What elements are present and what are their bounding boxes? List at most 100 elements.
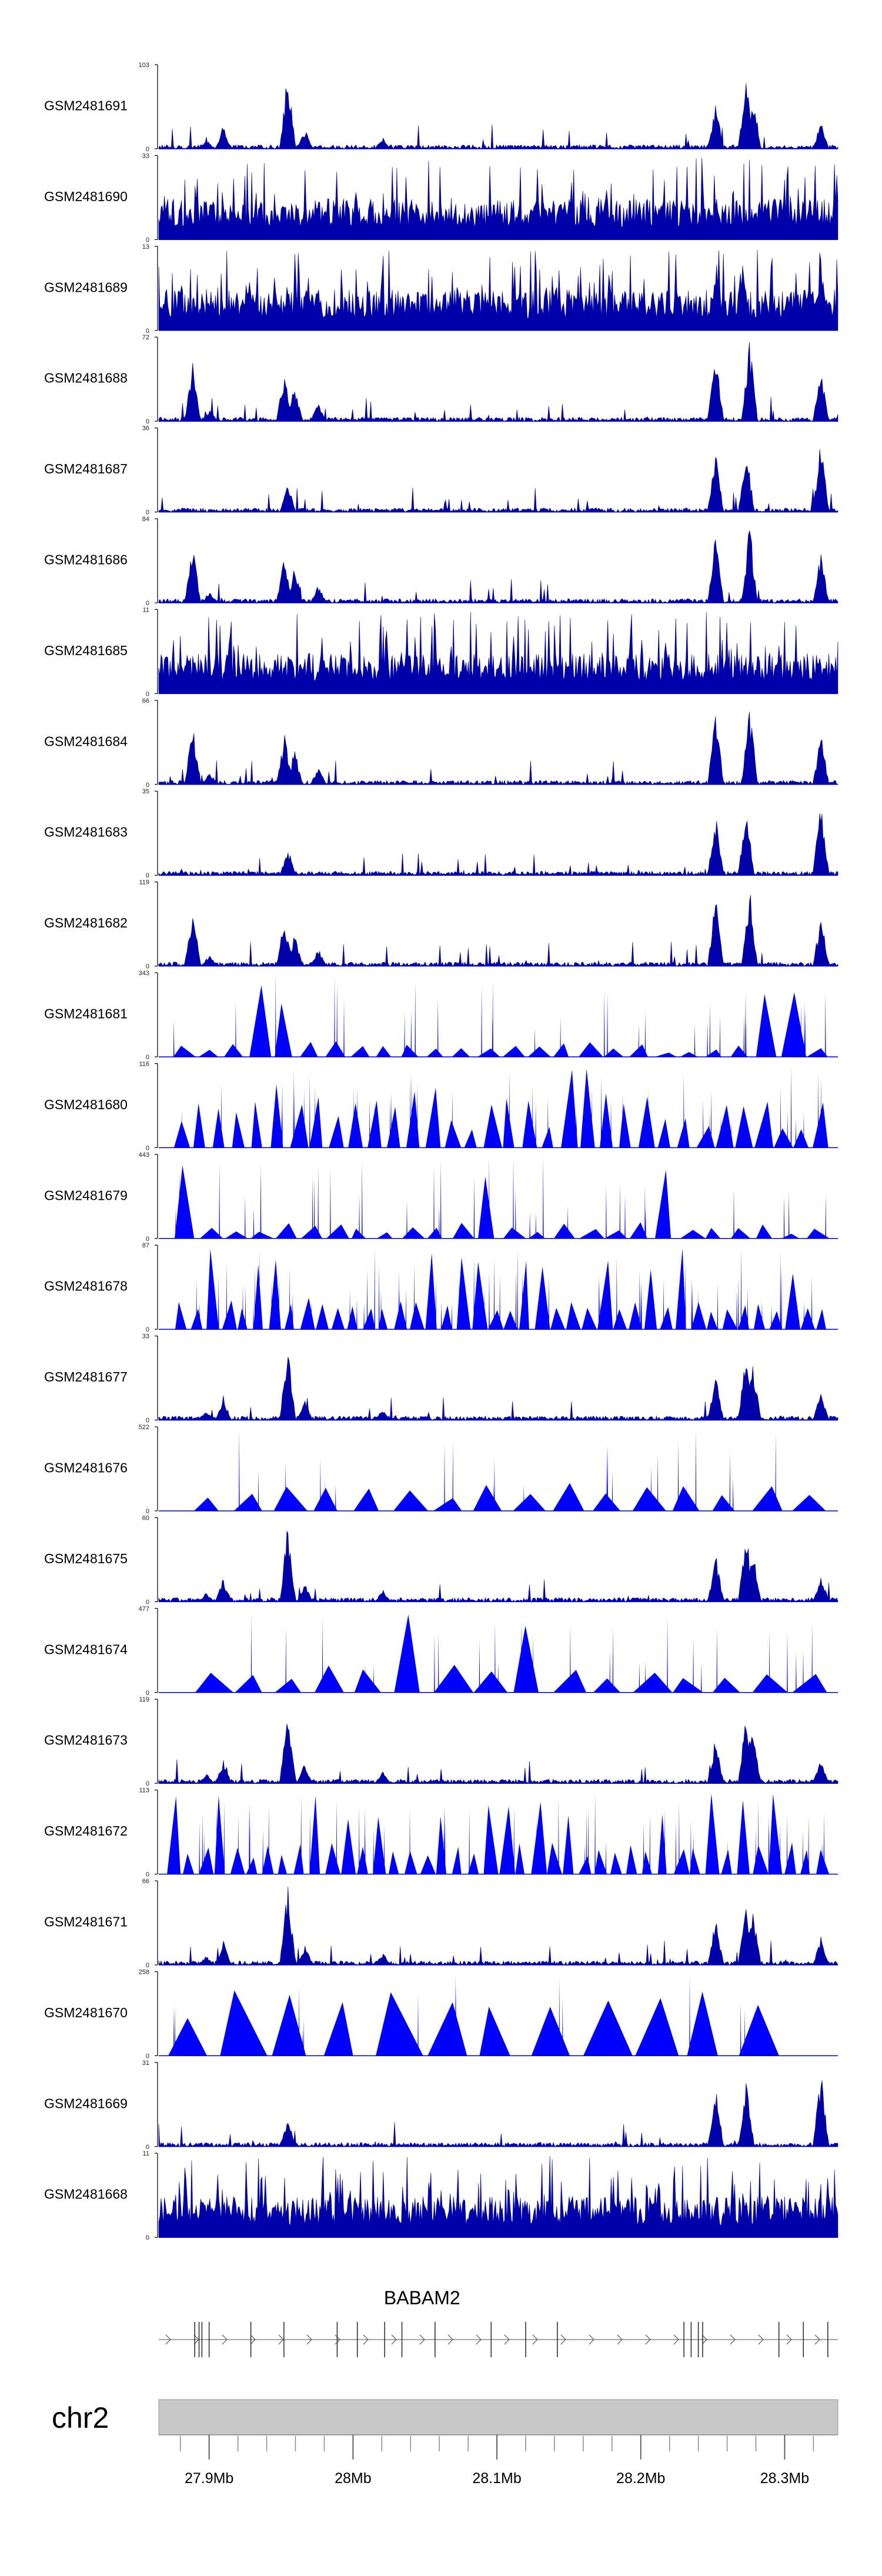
track-label: GSM2481682 bbox=[44, 915, 128, 930]
track-label: GSM2481680 bbox=[44, 1097, 128, 1112]
track-GSM2481688: GSM2481688 72 0 bbox=[44, 334, 838, 425]
y-max-label: 13 bbox=[142, 243, 149, 251]
y-min-label: 0 bbox=[146, 509, 149, 516]
y-min-label: 0 bbox=[146, 2144, 149, 2151]
track-label: GSM2481683 bbox=[44, 825, 128, 840]
coverage-area bbox=[173, 975, 828, 1057]
y-max-label: 87 bbox=[142, 1242, 149, 1249]
coverage-area bbox=[175, 1156, 830, 1239]
coverage-area bbox=[158, 530, 838, 604]
strand-arrow bbox=[278, 2334, 284, 2345]
y-min-label: 0 bbox=[146, 236, 149, 243]
y-max-label: 84 bbox=[142, 516, 149, 523]
track-GSM2481676: GSM2481676 522 0 bbox=[44, 1424, 838, 1515]
track-label: GSM2481689 bbox=[44, 279, 128, 295]
track-label: GSM2481674 bbox=[44, 1641, 128, 1657]
track-GSM2481681: GSM2481681 343 0 bbox=[44, 970, 838, 1061]
strand-arrow bbox=[701, 2334, 707, 2345]
track-label: GSM2481679 bbox=[44, 1187, 128, 1203]
track-GSM2481686: GSM2481686 84 0 bbox=[44, 516, 838, 607]
coverage-area bbox=[194, 1430, 826, 1511]
y-min-label: 0 bbox=[146, 1236, 149, 1243]
track-label: GSM2481671 bbox=[44, 1914, 128, 1930]
y-min-label: 0 bbox=[146, 2234, 149, 2241]
y-min-label: 0 bbox=[146, 690, 149, 698]
track-GSM2481671: GSM2481671 66 0 bbox=[44, 1878, 838, 1969]
track-label: GSM2481686 bbox=[44, 552, 128, 568]
x-tick-label: 28Mb bbox=[335, 2470, 372, 2487]
y-min-label: 0 bbox=[146, 872, 149, 879]
strand-arrow bbox=[476, 2334, 482, 2345]
y-min-label: 0 bbox=[146, 1508, 149, 1515]
y-max-label: 66 bbox=[142, 698, 149, 705]
track-label: GSM2481678 bbox=[44, 1279, 128, 1294]
strand-arrow bbox=[560, 2334, 566, 2345]
coverage-area bbox=[158, 158, 838, 240]
track-GSM2481682: GSM2481682 119 0 bbox=[44, 879, 838, 970]
track-label: GSM2481677 bbox=[44, 1369, 128, 1384]
strand-arrow bbox=[250, 2334, 256, 2345]
strand-arrow bbox=[306, 2334, 312, 2345]
track-GSM2481669: GSM2481669 31 0 bbox=[44, 2060, 838, 2151]
y-min-label: 0 bbox=[146, 1054, 149, 1061]
track-GSM2481670: GSM2481670 258 0 bbox=[44, 1968, 838, 2060]
coverage-area bbox=[158, 712, 838, 785]
y-min-label: 0 bbox=[146, 328, 149, 335]
coverage-tracks: GSM24816911030GSM2481690330GSM2481689130… bbox=[44, 62, 838, 2241]
track-GSM2481687: GSM2481687 36 0 bbox=[44, 425, 838, 516]
track-GSM2481684: GSM2481684 66 0 bbox=[44, 698, 838, 789]
y-max-label: 31 bbox=[142, 2060, 149, 2067]
track-GSM2481690: GSM2481690 33 0 bbox=[44, 152, 838, 243]
coverage-area bbox=[158, 249, 838, 331]
coverage-area bbox=[158, 1723, 838, 1784]
y-min-label: 0 bbox=[146, 1780, 149, 1787]
y-max-label: 116 bbox=[139, 1060, 149, 1067]
strand-arrow bbox=[419, 2334, 425, 2345]
y-max-label: 119 bbox=[139, 879, 149, 886]
strand-arrow bbox=[814, 2334, 820, 2345]
y-min-label: 0 bbox=[146, 1417, 149, 1424]
y-max-label: 60 bbox=[142, 1514, 149, 1521]
track-label: GSM2481684 bbox=[44, 733, 128, 749]
y-max-label: 66 bbox=[142, 1878, 149, 1885]
y-max-label: 119 bbox=[139, 1696, 149, 1703]
strand-arrow bbox=[447, 2334, 453, 2345]
track-label: GSM2481670 bbox=[44, 2005, 128, 2020]
strand-arrow bbox=[222, 2334, 228, 2345]
track-label: GSM2481673 bbox=[44, 1733, 128, 1748]
coverage-area bbox=[168, 1974, 779, 2056]
track-GSM2481675: GSM2481675 60 0 bbox=[44, 1514, 838, 1606]
track-GSM2481668: GSM2481668 11 0 bbox=[44, 2150, 838, 2241]
coverage-area bbox=[158, 895, 838, 967]
track-GSM2481677: GSM2481677 33 0 bbox=[44, 1333, 838, 1424]
x-tick-label: 28.1Mb bbox=[472, 2470, 521, 2487]
track-label: GSM2481691 bbox=[44, 98, 128, 114]
y-max-label: 477 bbox=[139, 1606, 149, 1613]
track-label: GSM2481687 bbox=[44, 461, 128, 476]
y-min-label: 0 bbox=[146, 1690, 149, 1697]
track-GSM2481680: GSM2481680 116 0 bbox=[44, 1060, 838, 1152]
x-tick-label: 27.9Mb bbox=[185, 2470, 233, 2487]
coverage-area bbox=[158, 612, 838, 694]
track-label: GSM2481668 bbox=[44, 2187, 128, 2202]
strand-arrow bbox=[617, 2334, 623, 2345]
x-tick-label: 28.3Mb bbox=[760, 2470, 809, 2487]
strand-arrow bbox=[730, 2334, 736, 2345]
y-max-label: 103 bbox=[139, 62, 149, 69]
x-tick-label: 28.2Mb bbox=[616, 2470, 665, 2487]
coverage-area bbox=[195, 1614, 827, 1693]
y-min-label: 0 bbox=[146, 1871, 149, 1878]
ideogram-bar bbox=[158, 2399, 838, 2435]
y-max-label: 72 bbox=[142, 334, 149, 341]
strand-arrow bbox=[504, 2334, 510, 2345]
coverage-area bbox=[158, 1886, 838, 1966]
y-min-label: 0 bbox=[146, 1144, 149, 1152]
strand-arrow bbox=[391, 2334, 397, 2345]
track-label: GSM2481690 bbox=[44, 189, 128, 204]
strand-arrow bbox=[165, 2334, 171, 2345]
strand-arrow bbox=[645, 2334, 651, 2345]
track-GSM2481679: GSM2481679 443 0 bbox=[44, 1152, 838, 1243]
y-min-label: 0 bbox=[146, 600, 149, 607]
coverage-area bbox=[158, 449, 838, 513]
coverage-area bbox=[158, 1530, 838, 1603]
